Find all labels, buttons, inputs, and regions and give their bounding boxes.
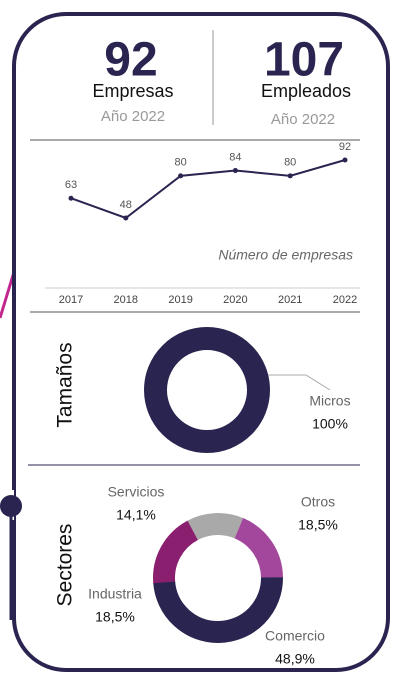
stat-year: Año 2022 [101,108,165,125]
x-tick-label: 2019 [168,294,192,306]
chart-title: Tamaños [54,342,77,427]
donut-slice [153,513,283,644]
donut-slice [144,327,270,453]
data-label: 92 [339,141,351,153]
data-label: 14,1% [116,507,156,523]
legend-label: Micros [309,393,350,409]
point [342,157,348,163]
legend-label: Servicios [108,484,165,500]
data-label: 80 [174,157,186,169]
x-tick-label: 2018 [114,294,138,306]
data-label: 18,5% [95,609,135,625]
donut-slice [153,513,283,643]
data-label: 84 [229,151,241,163]
data-label: 100% [312,416,348,432]
point [287,173,293,179]
point [68,195,74,201]
line [70,159,346,220]
annotation: Número de empresas [218,247,353,263]
x-tick-label: 2021 [278,294,302,306]
donut-slice [153,513,283,643]
stat-year: Año 2022 [271,111,335,128]
stat-value: 107 [264,34,344,87]
decor-line [0,271,16,319]
legend-label: Otros [301,494,335,510]
data-label: 18,5% [298,517,338,533]
x-tick-label: 2020 [223,294,247,306]
point [178,173,184,179]
data-label: 48,9% [275,651,315,667]
leader-line [268,374,331,391]
x-tick-label: 2022 [333,294,357,306]
data-label: 48 [120,199,132,211]
card-border [12,12,390,672]
stat-label: Empresas [92,81,173,101]
data-label: 80 [284,157,296,169]
legend-label: Comercio [265,628,325,644]
x-tick-label: 2017 [59,294,83,306]
stat-value: 92 [104,34,157,87]
stat-label: Empleados [261,81,351,101]
chart-title: Sectores [54,524,77,607]
data-label: 63 [65,179,77,191]
point [232,168,238,174]
point [123,215,129,221]
legend-label: Industria [88,586,142,602]
